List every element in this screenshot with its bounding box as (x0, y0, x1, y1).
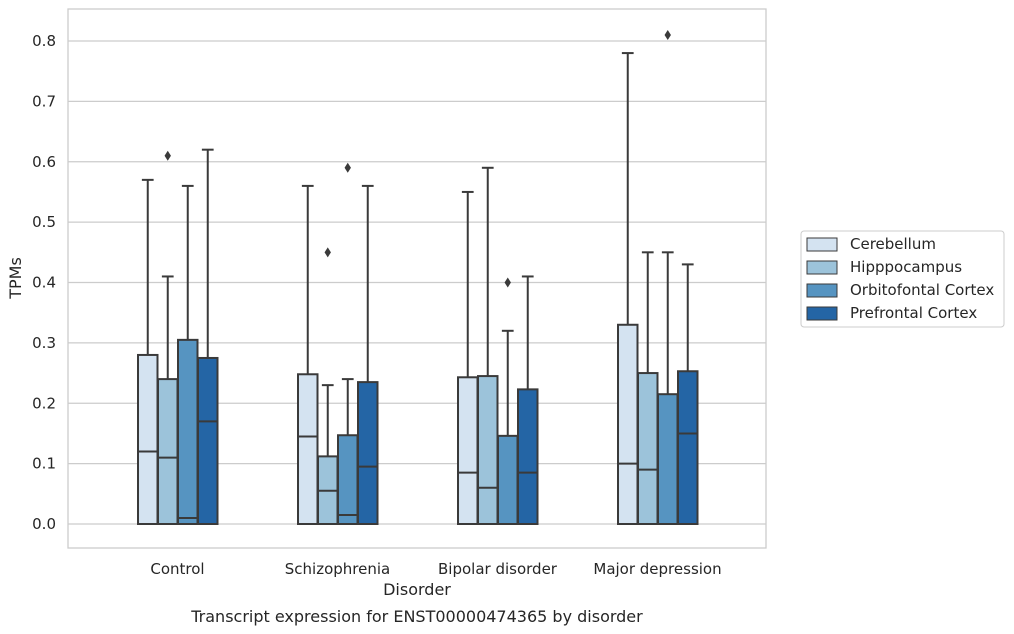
y-tick-label: 0.5 (32, 213, 56, 231)
box-cerebellum-control (137, 178, 159, 526)
legend-swatch (806, 237, 838, 252)
y-tick-label: 0.0 (32, 515, 56, 533)
outlier-point (164, 150, 171, 161)
box-body (677, 370, 699, 525)
box-body (457, 376, 479, 525)
x-tick-label: Schizophrenia (285, 560, 390, 578)
legend-swatch (806, 306, 838, 321)
y-tick-label: 0.8 (32, 32, 56, 50)
y-tick-label: 0.3 (32, 334, 56, 352)
legend: Cerebellum Hipppocampus Orbitofontal Corte… (800, 230, 1005, 328)
box-body (497, 434, 519, 526)
box-prefrontal-cortex-major-depression (677, 263, 699, 525)
legend-frame (800, 230, 1005, 328)
box-body (137, 353, 159, 526)
x-tick-label: Control (150, 560, 204, 578)
box-cerebellum-schizophrenia (297, 184, 319, 525)
box-prefrontal-cortex-bipolar-disorder (517, 275, 539, 525)
outlier-point (664, 29, 671, 40)
outlier-point (344, 162, 351, 173)
box-body (657, 393, 679, 525)
x-axis-label: Disorder (383, 580, 451, 599)
box-body (297, 373, 319, 525)
y-tick-label: 0.4 (32, 274, 56, 292)
box-body (177, 338, 199, 526)
legend-entry: Prefrontal Cortex (850, 304, 977, 322)
box-body (157, 378, 179, 525)
legend-entry: Cerebellum (850, 235, 936, 253)
legend-entry: Hipppocampus (850, 258, 962, 276)
legend-entry: Orbitofontal Cortex (850, 281, 994, 299)
box-cerebellum-bipolar-disorder (457, 190, 479, 525)
box-body (517, 388, 539, 525)
box-prefrontal-cortex-schizophrenia (357, 184, 379, 525)
outlier-point (324, 247, 331, 258)
x-axis: Control Schizophrenia Bipolar disorder Majo… (150, 560, 721, 578)
box-body (357, 381, 379, 525)
y-axis: 0.0 0.1 0.2 0.3 0.4 0.5 0.6 0.7 0.8 (32, 32, 56, 533)
legend-swatch (806, 283, 838, 298)
box-cerebellum-major-depression (617, 52, 639, 526)
x-tick-label: Bipolar disorder (438, 560, 558, 578)
chart-caption: Transcript expression for ENST0000047436… (190, 607, 643, 626)
y-axis-label: TPMs (6, 257, 25, 300)
x-tick-label: Major depression (593, 560, 721, 578)
y-tick-label: 0.6 (32, 153, 56, 171)
plot-frame (67, 8, 767, 549)
box-body (477, 375, 499, 525)
legend-swatch (806, 260, 838, 275)
y-tick-label: 0.1 (32, 455, 56, 473)
y-tick-label: 0.7 (32, 92, 56, 110)
box-body (617, 323, 639, 526)
box-body (637, 372, 659, 525)
box-body (197, 356, 219, 525)
box-prefrontal-cortex-control (197, 148, 219, 525)
y-tick-label: 0.2 (32, 394, 56, 412)
outlier-point (504, 277, 511, 288)
boxes-layer (137, 29, 699, 526)
box-body (337, 434, 359, 525)
